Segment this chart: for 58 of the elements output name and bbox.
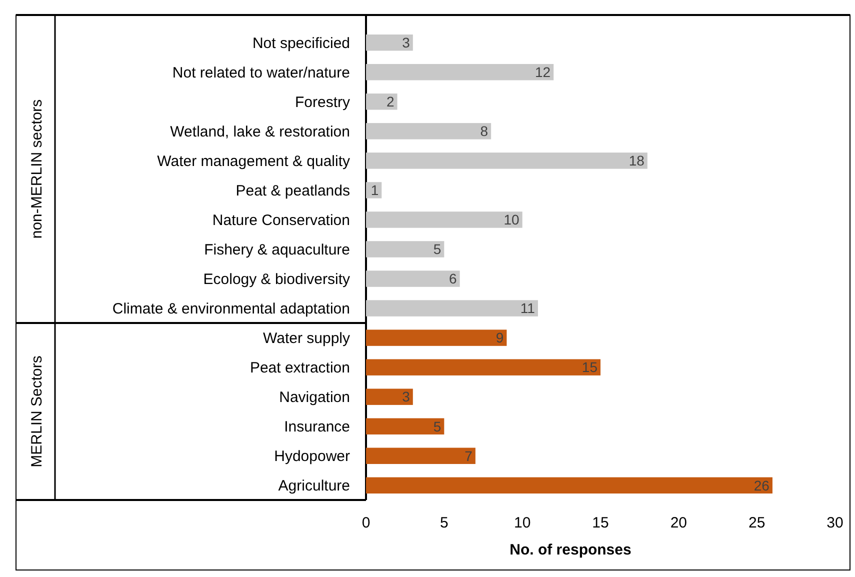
x-tick-label: 20	[670, 514, 688, 532]
y-tick-label: Water supply	[263, 330, 350, 348]
data-label: 26	[754, 477, 770, 494]
x-tick-label: 15	[592, 514, 609, 532]
bar	[366, 94, 398, 110]
x-axis-title: No. of responses	[510, 541, 632, 558]
data-label: 5	[433, 418, 442, 434]
data-label: 10	[504, 212, 520, 228]
bar	[366, 123, 492, 140]
y-tick-label: Nature Conservation	[212, 212, 350, 229]
y-tick-label: Agriculture	[278, 478, 350, 495]
bar	[366, 300, 538, 316]
text: non-MERLIN sectors	[28, 99, 46, 239]
data-label: 6	[449, 270, 458, 287]
data-label: 1	[370, 182, 379, 198]
bar	[366, 241, 444, 258]
x-tick-label: 25	[748, 514, 766, 532]
y-tick-label: Not related to water/nature	[172, 64, 350, 82]
y-tick-label: Forestry	[294, 94, 350, 111]
bar	[366, 359, 600, 376]
bar	[366, 330, 507, 346]
bar	[366, 270, 460, 287]
x-tick-label: 30	[826, 514, 844, 532]
data-label: 18	[628, 152, 645, 169]
bar	[366, 212, 522, 228]
bar	[366, 388, 413, 405]
data-label: 9	[496, 330, 504, 346]
bar	[366, 34, 413, 51]
text: MERLIN Sectors	[28, 356, 46, 468]
data-label: 8	[480, 123, 488, 140]
bar	[366, 418, 444, 434]
bar	[366, 152, 648, 169]
x-tick-label: 10	[514, 514, 531, 532]
y-tick-label: Water management & quality	[157, 152, 350, 170]
data-label: 15	[582, 359, 598, 376]
data-label: 11	[520, 300, 536, 316]
y-tick-label: Insurance	[284, 418, 350, 436]
data-label: 3	[402, 34, 410, 51]
bar	[366, 64, 554, 80]
bar	[366, 477, 772, 494]
y-tick-label: Peat & peatlands	[236, 182, 350, 200]
y-tick-label: Not specificied	[252, 34, 350, 52]
bar	[366, 448, 476, 464]
data-label: 5	[433, 241, 442, 258]
data-label: 2	[386, 94, 394, 110]
bar	[366, 182, 382, 198]
y-tick-label: Hydopower	[274, 448, 350, 466]
y-tick-label: Navigation	[279, 389, 350, 406]
data-label: 7	[464, 448, 473, 464]
data-label: 3	[402, 388, 410, 405]
y-tick-label: Wetland, lake & restoration	[170, 123, 350, 140]
y-tick-label: Peat extraction	[250, 360, 350, 377]
x-tick-label: 0	[362, 514, 370, 532]
y-tick-label: Climate & environmental adaptation	[112, 300, 350, 318]
data-label: 12	[535, 64, 551, 80]
y-tick-label: Fishery & aquaculture	[204, 241, 350, 258]
y-tick-label: Ecology & biodiversity	[203, 271, 350, 288]
x-tick-label: 5	[440, 514, 448, 532]
